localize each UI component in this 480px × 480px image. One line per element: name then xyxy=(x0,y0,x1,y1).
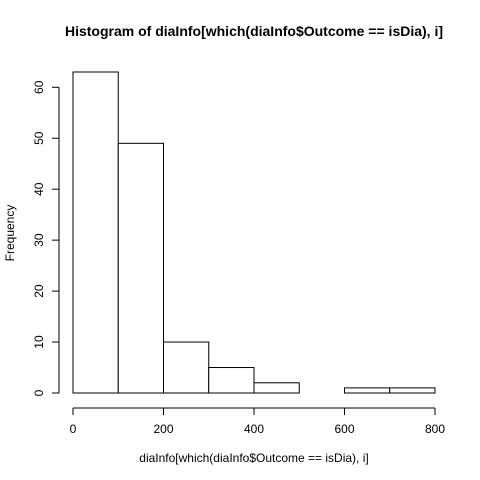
y-tick-label: 30 xyxy=(32,233,46,247)
histogram-bars xyxy=(72,71,436,394)
histogram-bar-700-800 xyxy=(389,387,436,394)
y-axis-label: Frequency xyxy=(3,205,17,262)
y-tick-label: 0 xyxy=(32,389,46,396)
histogram-bar-300-400 xyxy=(208,367,255,394)
chart-title: Histogram of diaInfo[which(diaInfo$Outco… xyxy=(65,23,443,39)
x-tick-label: 0 xyxy=(70,422,77,436)
histogram-bar-600-700 xyxy=(344,387,391,394)
y-tick-label: 50 xyxy=(32,131,46,145)
y-tick-label: 10 xyxy=(32,335,46,349)
histogram-bar-200-300 xyxy=(163,341,210,394)
histogram-bar-100-200 xyxy=(117,142,164,394)
y-tick-label: 40 xyxy=(32,182,46,196)
y-tick-label: 60 xyxy=(32,80,46,94)
x-axis: 0 200 400 600 800 xyxy=(70,407,445,436)
x-axis-label: diaInfo[which(diaInfo$Outcome == isDia),… xyxy=(139,451,368,465)
histogram-bar-0-100 xyxy=(72,71,119,394)
x-tick-label: 200 xyxy=(153,422,173,436)
x-tick-label: 400 xyxy=(244,422,264,436)
histogram-bar-400-500 xyxy=(253,382,300,394)
x-tick-label: 600 xyxy=(334,422,354,436)
y-tick-label: 20 xyxy=(32,284,46,298)
x-tick-label: 800 xyxy=(425,422,445,436)
y-axis: 0 10 20 30 40 50 60 xyxy=(32,80,60,396)
